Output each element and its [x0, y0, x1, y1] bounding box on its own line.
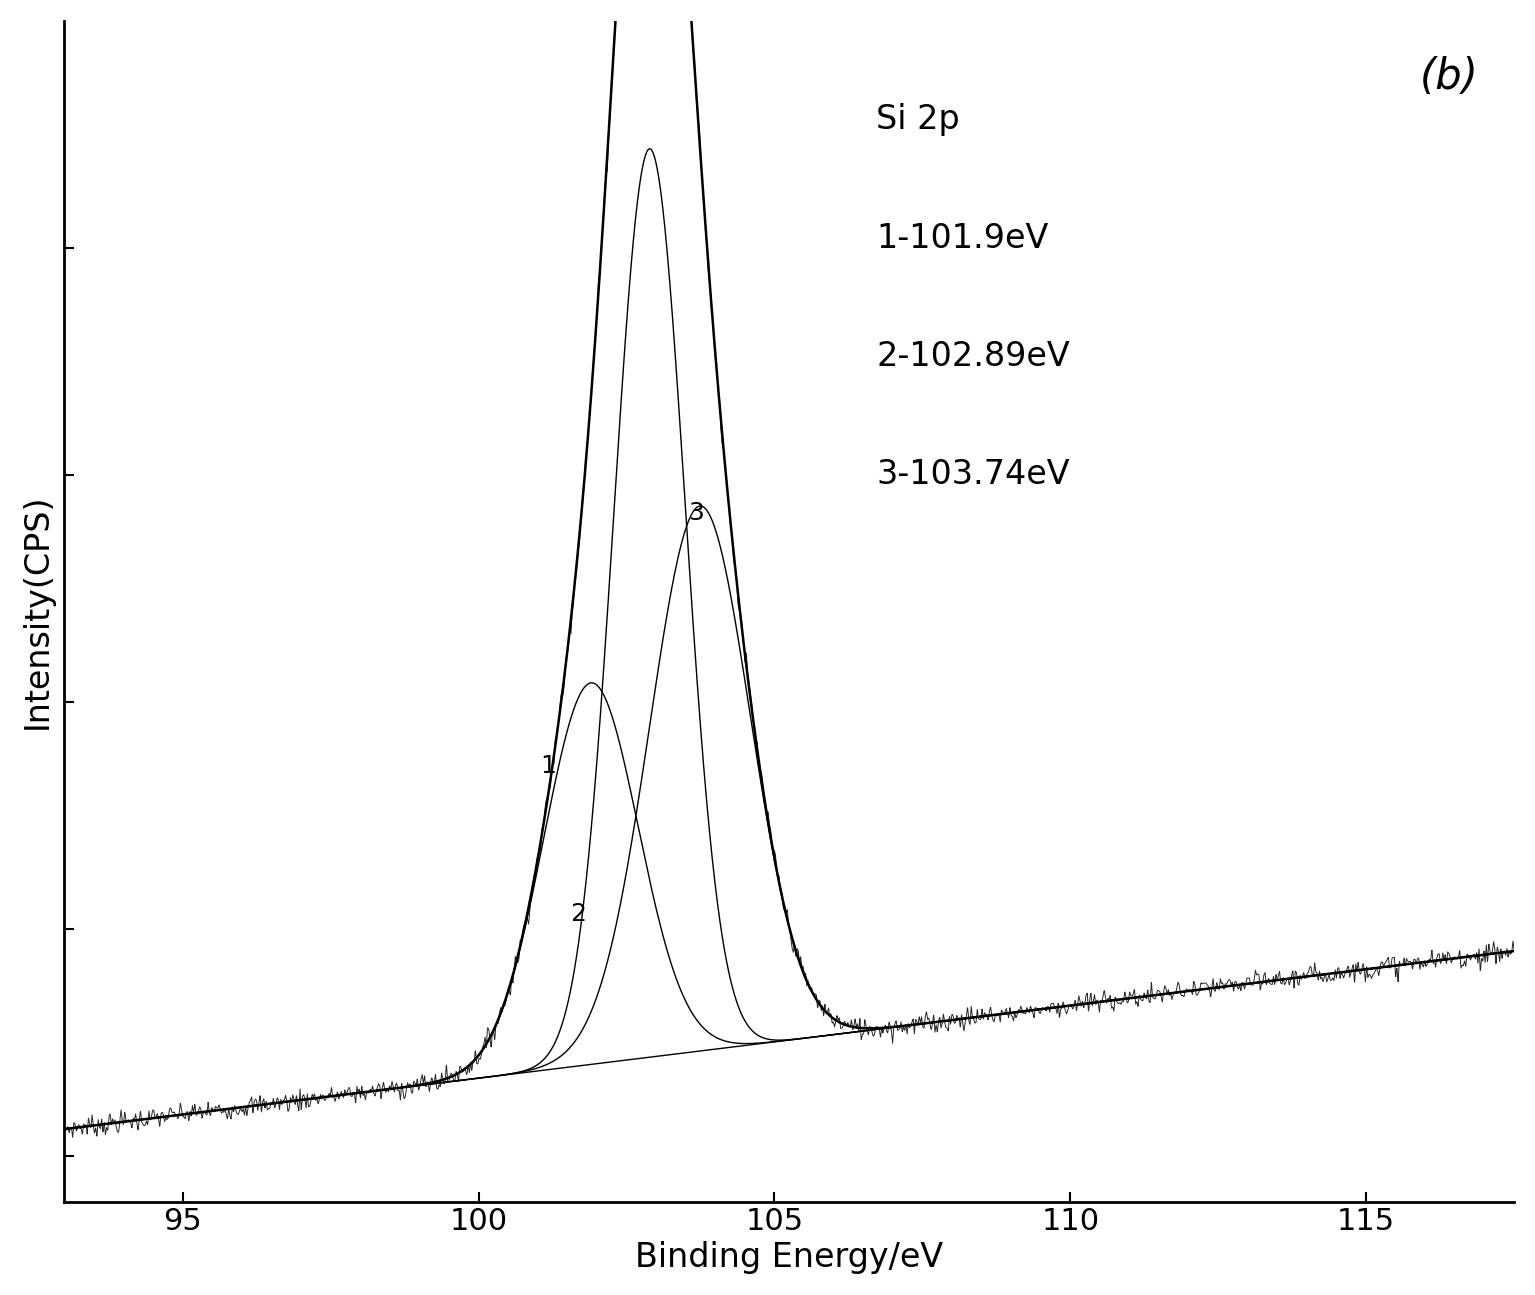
Text: (b): (b) [1420, 56, 1478, 98]
Text: 1-101.9eV: 1-101.9eV [876, 221, 1048, 255]
Text: 1: 1 [540, 754, 557, 778]
Text: 3: 3 [689, 501, 705, 524]
Text: 2: 2 [569, 901, 586, 926]
Text: Si 2p: Si 2p [876, 104, 959, 136]
Y-axis label: Intensity(CPS): Intensity(CPS) [21, 493, 54, 729]
Text: 3-103.74eV: 3-103.74eV [876, 457, 1070, 491]
X-axis label: Binding Energy/eV: Binding Energy/eV [635, 1241, 944, 1274]
Text: 2-102.89eV: 2-102.89eV [876, 339, 1070, 373]
